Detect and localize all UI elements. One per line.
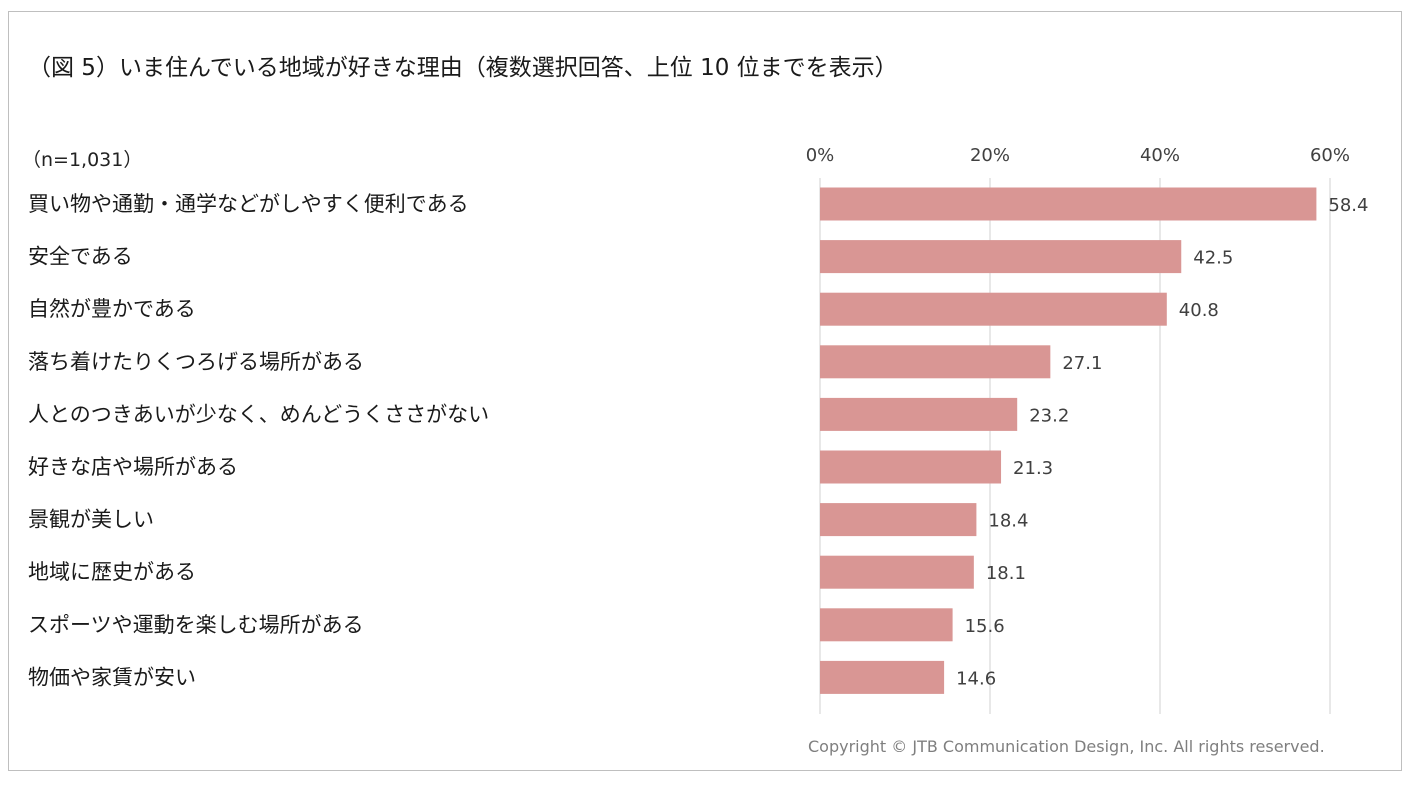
bar [820,187,1317,221]
data-label: 42.5 [1193,248,1233,269]
category-label: 地域に歴史がある [28,560,196,584]
data-label: 14.6 [956,668,996,689]
bar [820,292,1167,326]
category-label: 落ち着けたりくつろげる場所がある [28,350,364,374]
category-label: 安全である [28,245,133,269]
bar [820,397,1018,431]
x-tick-label: 60% [1310,145,1350,166]
sample-size-label: （n=1,031） [22,149,143,171]
bar [820,240,1182,274]
category-label: 買い物や通勤・通学などがしやすく便利である [28,192,469,216]
data-label: 18.1 [986,563,1026,584]
category-label: スポーツや運動を楽しむ場所がある [28,613,364,637]
data-label: 21.3 [1013,458,1053,479]
x-tick-label: 40% [1140,145,1180,166]
category-label: 人とのつきあいが少なく、めんどうくささがない [28,402,489,426]
category-labels: 買い物や通勤・通学などがしやすく便利である安全である自然が豊かである落ち着けたり… [28,192,489,689]
data-label: 18.4 [988,511,1028,532]
bar [820,450,1002,484]
x-tick-label: 20% [970,145,1010,166]
data-label: 27.1 [1062,353,1102,374]
axis-tick-labels: 0% 20% 40% 60% [806,145,1350,166]
data-labels: 58.4 42.5 40.8 27.1 23.2 21.3 18.4 18.1 15.6 14.6 [956,195,1368,689]
category-label: 自然が豊かである [28,297,196,321]
chart-title: （図 5）いま住んでいる地域が好きな理由（複数選択回答、上位 10 位までを表示… [28,55,898,81]
category-label: 景観が美しい [28,508,154,532]
bar [820,660,945,694]
bars [820,187,1317,694]
data-label: 40.8 [1179,300,1219,321]
category-label: 物価や家賃が安い [28,665,196,689]
bar [820,345,1051,379]
bar [820,608,953,642]
x-tick-label: 0% [806,145,835,166]
chart-frame [8,11,1402,771]
data-label: 23.2 [1029,405,1069,426]
data-label: 15.6 [965,616,1005,637]
data-label: 58.4 [1328,195,1368,216]
bar [820,503,977,537]
bar [820,555,974,589]
category-label: 好きな店や場所がある [28,455,238,479]
copyright-notice: Copyright © JTB Communication Design, In… [808,737,1325,756]
